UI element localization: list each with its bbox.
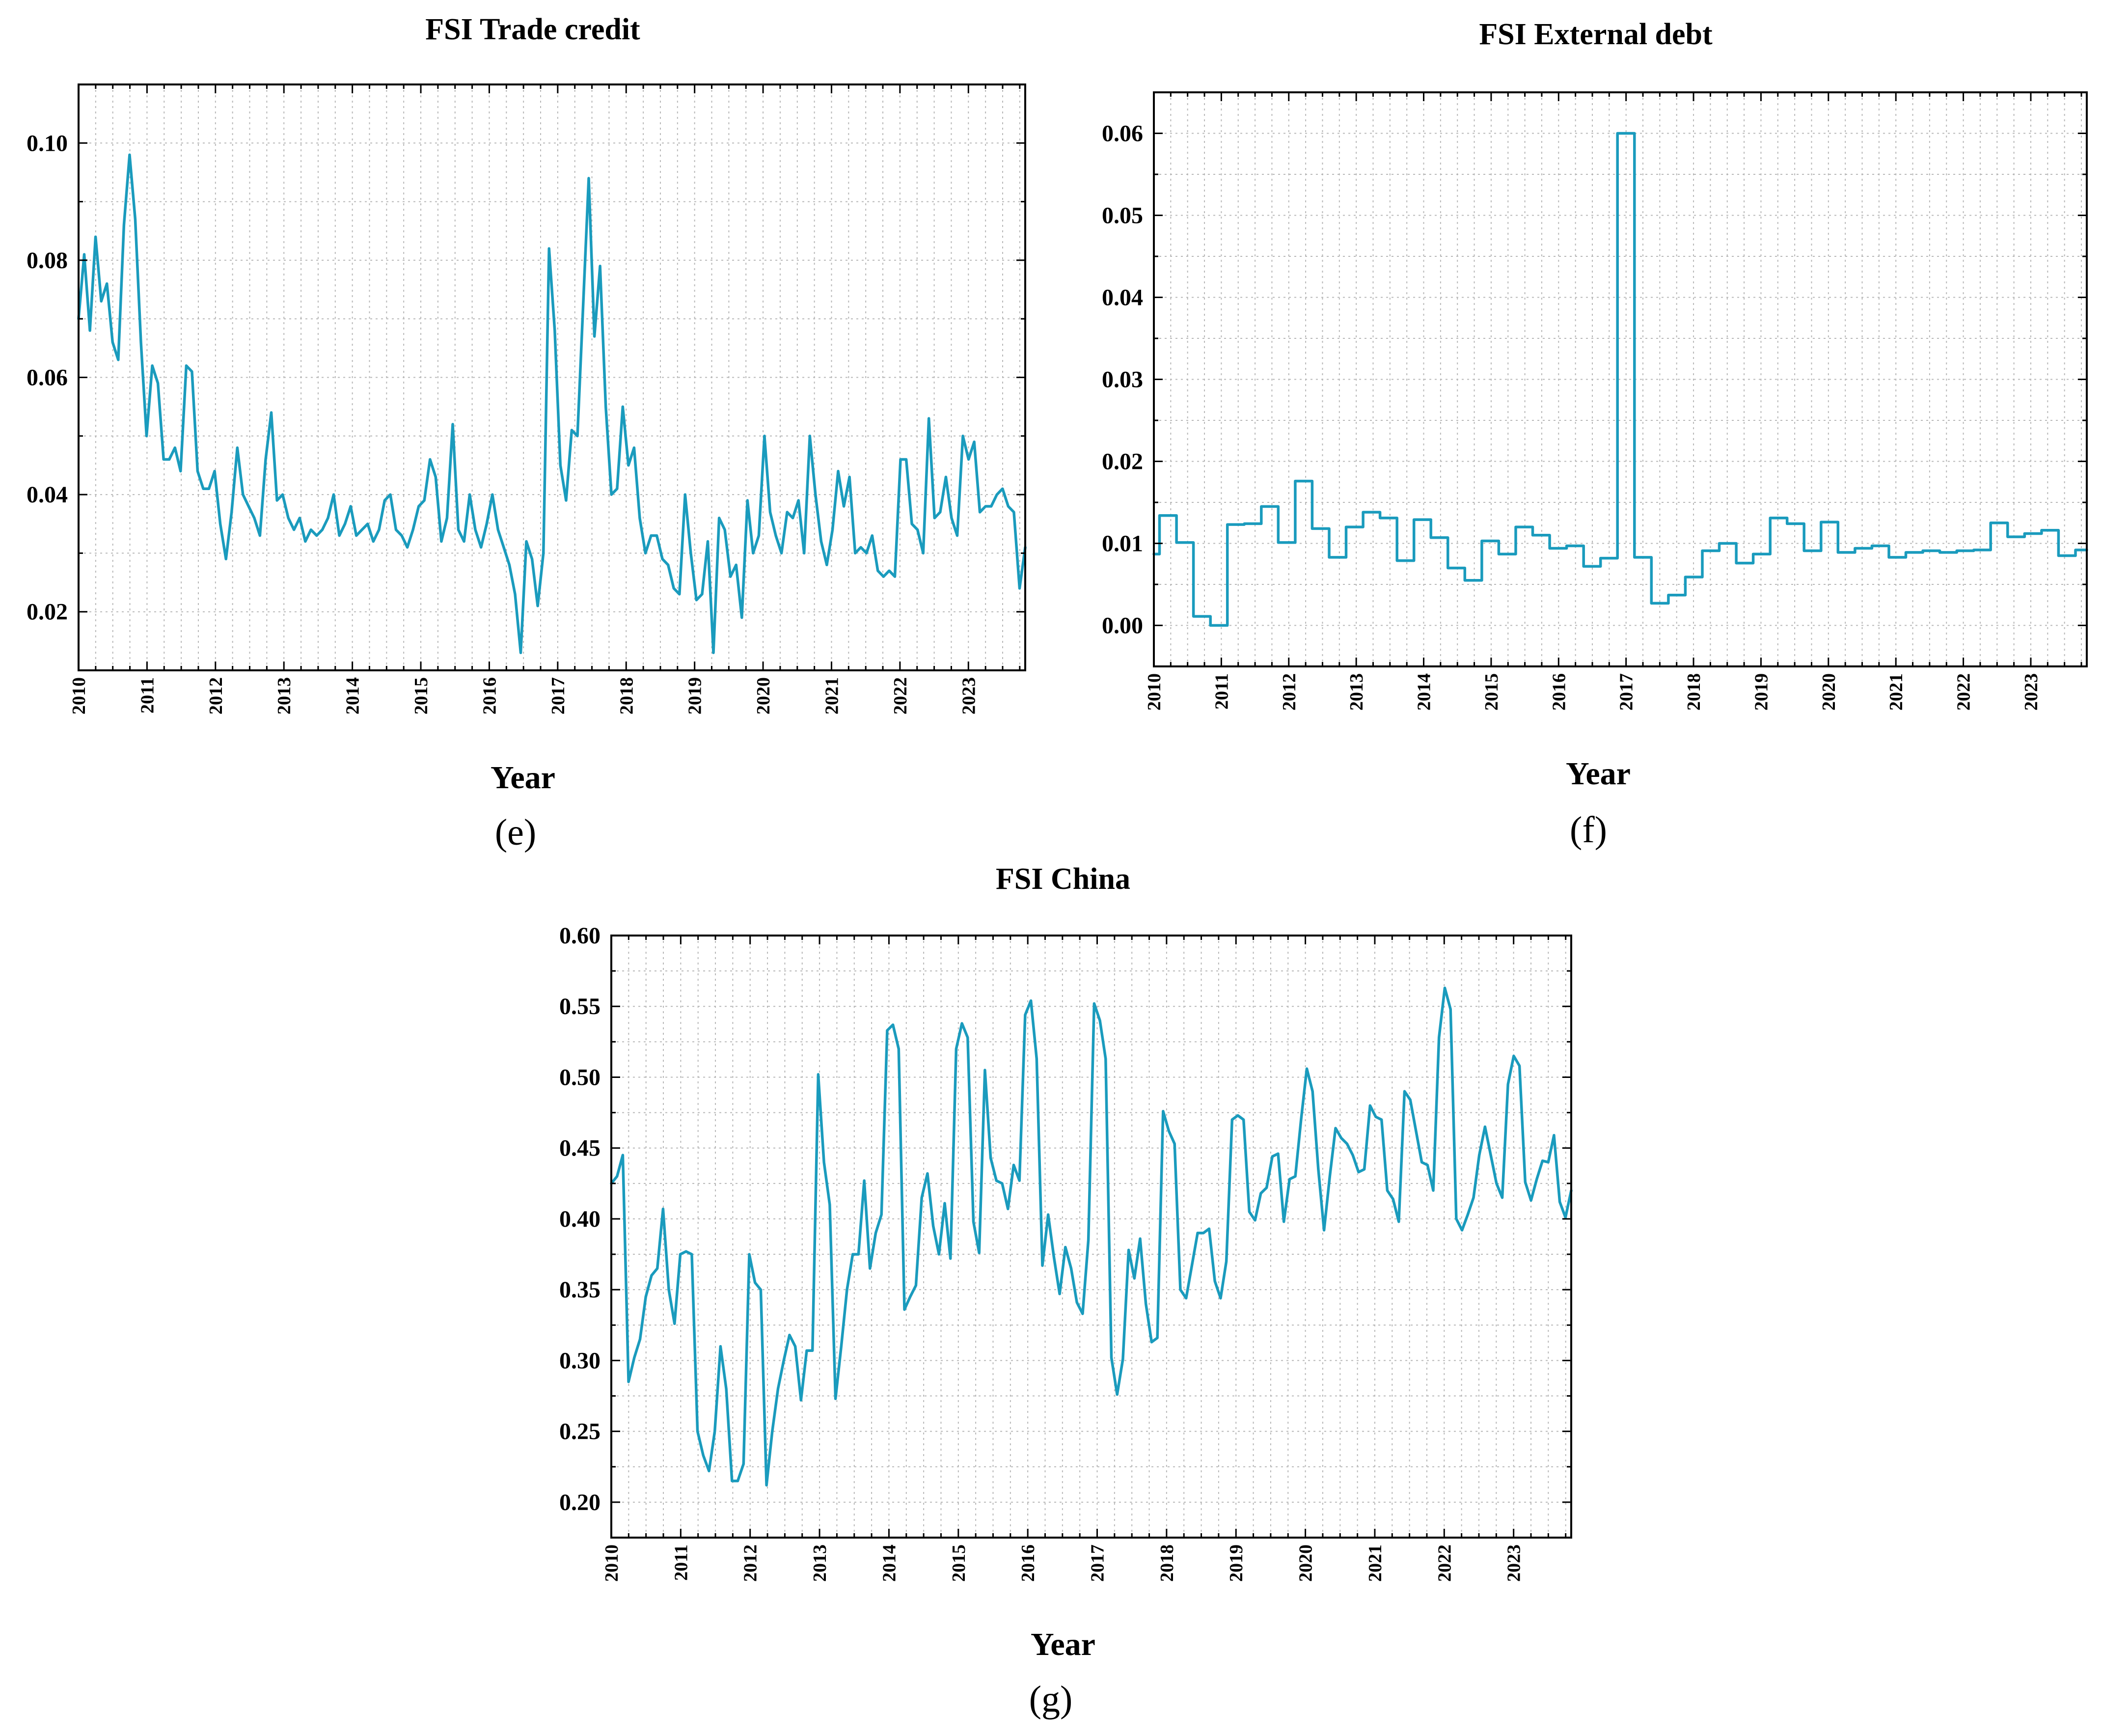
- y-tick-label: 0.03: [1102, 367, 1143, 393]
- chart-title: FSI China: [996, 862, 1130, 896]
- chart-title: FSI External debt: [1479, 18, 1713, 51]
- x-tick-label: 2010: [1144, 673, 1165, 711]
- y-tick-label: 0.04: [27, 482, 68, 508]
- x-tick-label: 2013: [1346, 673, 1367, 711]
- axis-ticks: [610, 935, 1571, 1539]
- x-tick-label: 2019: [1226, 1544, 1247, 1582]
- x-tick-label: 2021: [1365, 1544, 1386, 1582]
- x-tick-label: 2012: [206, 677, 226, 715]
- x-tick-label: 2018: [616, 677, 637, 715]
- x-tick-label: 2015: [949, 1544, 969, 1582]
- y-tick-label: 0.55: [559, 993, 601, 1020]
- chart-title: FSI Trade credit: [425, 13, 640, 46]
- x-tick-label: 2010: [601, 1544, 622, 1582]
- y-tick-label: 0.08: [27, 248, 68, 274]
- plot-frame: [610, 935, 1572, 1539]
- x-tick-label: 2011: [1211, 673, 1232, 710]
- x-axis-title: Year: [1566, 756, 1631, 792]
- x-tick-label: 2012: [1279, 673, 1300, 711]
- series-line-external-debt: [1152, 132, 2088, 627]
- x-axis: 2010 2011 2012 2013 2014 2015 2016 2017 2018 2019…: [601, 1544, 1525, 1582]
- x-tick-label: 2015: [1481, 673, 1502, 711]
- y-tick-label: 0.06: [27, 365, 68, 391]
- x-axis-title: Year: [491, 760, 555, 796]
- x-tick-label: 2021: [821, 677, 842, 715]
- axis-ticks: [78, 83, 1025, 671]
- grid: [611, 935, 1571, 1538]
- x-tick-label: 2017: [1088, 1544, 1108, 1582]
- x-tick-label: 2011: [137, 677, 158, 714]
- x-axis-title: Year: [1031, 1626, 1095, 1662]
- x-tick-label: 2020: [753, 677, 774, 715]
- y-tick-label: 0.60: [559, 923, 601, 949]
- x-tick-label: 2013: [274, 677, 295, 715]
- x-tick-label: 2023: [2021, 673, 2042, 711]
- y-tick-label: 0.02: [27, 599, 68, 625]
- series-line-china: [610, 986, 1573, 1487]
- x-tick-label: 2016: [479, 677, 500, 715]
- x-tick-label: 2016: [1549, 673, 1569, 711]
- y-tick-label: 0.30: [559, 1348, 601, 1374]
- y-tick-label: 0.45: [559, 1135, 601, 1161]
- x-tick-label: 2010: [69, 677, 89, 715]
- x-tick-label: 2022: [890, 677, 911, 715]
- y-tick-label: 0.02: [1102, 449, 1143, 475]
- x-tick-label: 2012: [740, 1544, 761, 1582]
- y-tick-label: 0.25: [559, 1419, 601, 1445]
- panel-label-e: (e): [495, 812, 536, 853]
- x-tick-label: 2018: [1157, 1544, 1177, 1582]
- chart-external-debt: FSI External debt 0.000.010.020.030.040.…: [1102, 18, 2088, 851]
- x-tick-label: 2014: [879, 1544, 900, 1582]
- grid: [1153, 92, 2087, 667]
- y-axis: 0.00 0.01 0.02 0.03 0.04 0.05 0.06: [1102, 121, 1143, 639]
- y-tick-label: 0.10: [27, 130, 68, 156]
- y-tick-label: 0.50: [559, 1064, 601, 1090]
- x-axis: 2010 2011 2012 2013 2014 2015 2016 2017 2018 2019…: [1144, 673, 2042, 711]
- x-tick-label: 2019: [1751, 673, 1772, 711]
- x-tick-label: 2015: [411, 677, 432, 715]
- x-tick-label: 2023: [1504, 1544, 1525, 1582]
- y-tick-label: 0.01: [1102, 531, 1143, 557]
- y-tick-label: 0.20: [559, 1489, 601, 1516]
- x-tick-label: 2022: [1954, 673, 1974, 711]
- x-tick-label: 2016: [1018, 1544, 1038, 1582]
- x-tick-label: 2019: [685, 677, 706, 715]
- x-tick-label: 2020: [1819, 673, 1839, 711]
- x-tick-label: 2017: [1616, 673, 1637, 711]
- chart-trade-credit: FSI Trade credit 0.02 0.04 0.06 0.08 0.10 20…: [27, 13, 1027, 853]
- x-tick-label: 2011: [671, 1544, 691, 1581]
- x-tick-label: 2020: [1296, 1544, 1316, 1582]
- x-tick-label: 2014: [343, 677, 363, 715]
- y-axis: 0.20 0.25 0.30 0.35 0.40 0.45 0.50 0.55 0.60: [559, 923, 601, 1516]
- x-axis: 2010 2011 2012 2013 2014 2015 2016 2017 2018 2019…: [69, 677, 979, 715]
- grid: [78, 84, 1025, 671]
- series-line-trade-credit: [77, 153, 1027, 654]
- x-tick-label: 2023: [958, 677, 979, 715]
- panel-label-g: (g): [1029, 1679, 1073, 1720]
- y-tick-label: 0.05: [1102, 203, 1143, 229]
- x-tick-label: 2018: [1684, 673, 1704, 711]
- y-tick-label: 0.04: [1102, 285, 1143, 311]
- x-tick-label: 2017: [548, 677, 569, 715]
- axis-ticks: [1153, 91, 2087, 667]
- x-tick-label: 2013: [810, 1544, 830, 1582]
- y-tick-label: 0.06: [1102, 121, 1143, 147]
- x-tick-label: 2021: [1886, 673, 1907, 711]
- x-tick-label: 2014: [1414, 673, 1435, 711]
- chart-china: FSI China 0.200.250.300.350.400.450.500.…: [559, 862, 1573, 1720]
- y-tick-label: 0.35: [559, 1277, 601, 1303]
- x-tick-label: 2022: [1434, 1544, 1455, 1582]
- panel-label-f: (f): [1570, 809, 1607, 851]
- y-tick-label: 0.00: [1102, 613, 1143, 639]
- y-tick-label: 0.40: [559, 1206, 601, 1232]
- y-axis: 0.02 0.04 0.06 0.08 0.10: [27, 130, 68, 625]
